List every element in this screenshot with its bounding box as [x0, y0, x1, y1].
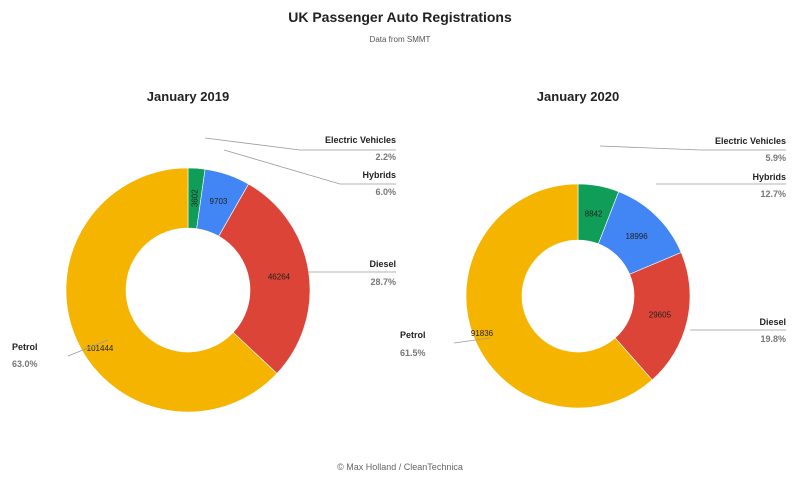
credit-text: © Max Holland / CleanTechnica — [337, 462, 463, 472]
category-label-diesel-2020: Diesel — [759, 317, 786, 327]
value-label-petrol-2019: 101444 — [87, 344, 114, 353]
leader-line-electric-vehicles-2019 — [204, 137, 396, 151]
value-label-diesel-2019: 46264 — [268, 272, 291, 281]
leader-line-petrol-2020 — [453, 337, 491, 344]
chart-title: UK Passenger Auto Registrations — [288, 9, 512, 25]
category-label-petrol-2020: Petrol — [400, 330, 426, 340]
panel-title-2020: January 2020 — [537, 89, 619, 104]
category-label-hybrids-2020: Hybrids — [752, 172, 786, 182]
leader-line-petrol-2019 — [67, 339, 109, 357]
category-label-hybrids-2019: Hybrids — [362, 170, 396, 180]
category-label-diesel-2019: Diesel — [369, 259, 396, 269]
percent-label-petrol-2020: 61.5% — [400, 348, 426, 358]
percent-label-diesel-2019: 28.7% — [370, 277, 396, 287]
category-label-petrol-2019: Petrol — [12, 342, 38, 352]
value-label-electric-vehicles-2019: 3602 — [190, 189, 199, 207]
donut-panel-2019: January 2019 3602 Electric Vehicles 2.2% 97… — [12, 89, 396, 413]
value-label-hybrids-2019: 9703 — [210, 197, 228, 206]
percent-label-hybrids-2020: 12.7% — [760, 189, 786, 199]
value-label-diesel-2020: 29605 — [649, 311, 672, 320]
panel-title-2019: January 2019 — [147, 89, 229, 104]
leader-line-electric-vehicles-2020 — [599, 145, 786, 151]
donut-slice-diesel-2019 — [218, 183, 311, 374]
percent-label-petrol-2019: 63.0% — [12, 359, 38, 369]
value-label-electric-vehicles-2020: 8842 — [585, 209, 603, 218]
donut-slice-petrol-2020 — [465, 183, 653, 409]
percent-label-electric-vehicles-2019: 2.2% — [375, 152, 396, 162]
percent-label-diesel-2020: 19.8% — [760, 334, 786, 344]
category-label-electric-vehicles-2019: Electric Vehicles — [325, 135, 396, 145]
chart-subtitle: Data from SMMT — [370, 35, 431, 44]
value-label-hybrids-2020: 18996 — [625, 232, 648, 241]
value-label-petrol-2020: 91836 — [471, 329, 494, 338]
percent-label-hybrids-2019: 6.0% — [375, 187, 396, 197]
category-label-electric-vehicles-2020: Electric Vehicles — [715, 136, 786, 146]
leader-line-hybrids-2019 — [223, 149, 396, 185]
donut-panel-2020: January 2020 8842 Electric Vehicles 5.9% 18… — [400, 89, 786, 409]
percent-label-electric-vehicles-2020: 5.9% — [765, 153, 786, 163]
donut-slice-petrol-2019 — [65, 167, 278, 413]
